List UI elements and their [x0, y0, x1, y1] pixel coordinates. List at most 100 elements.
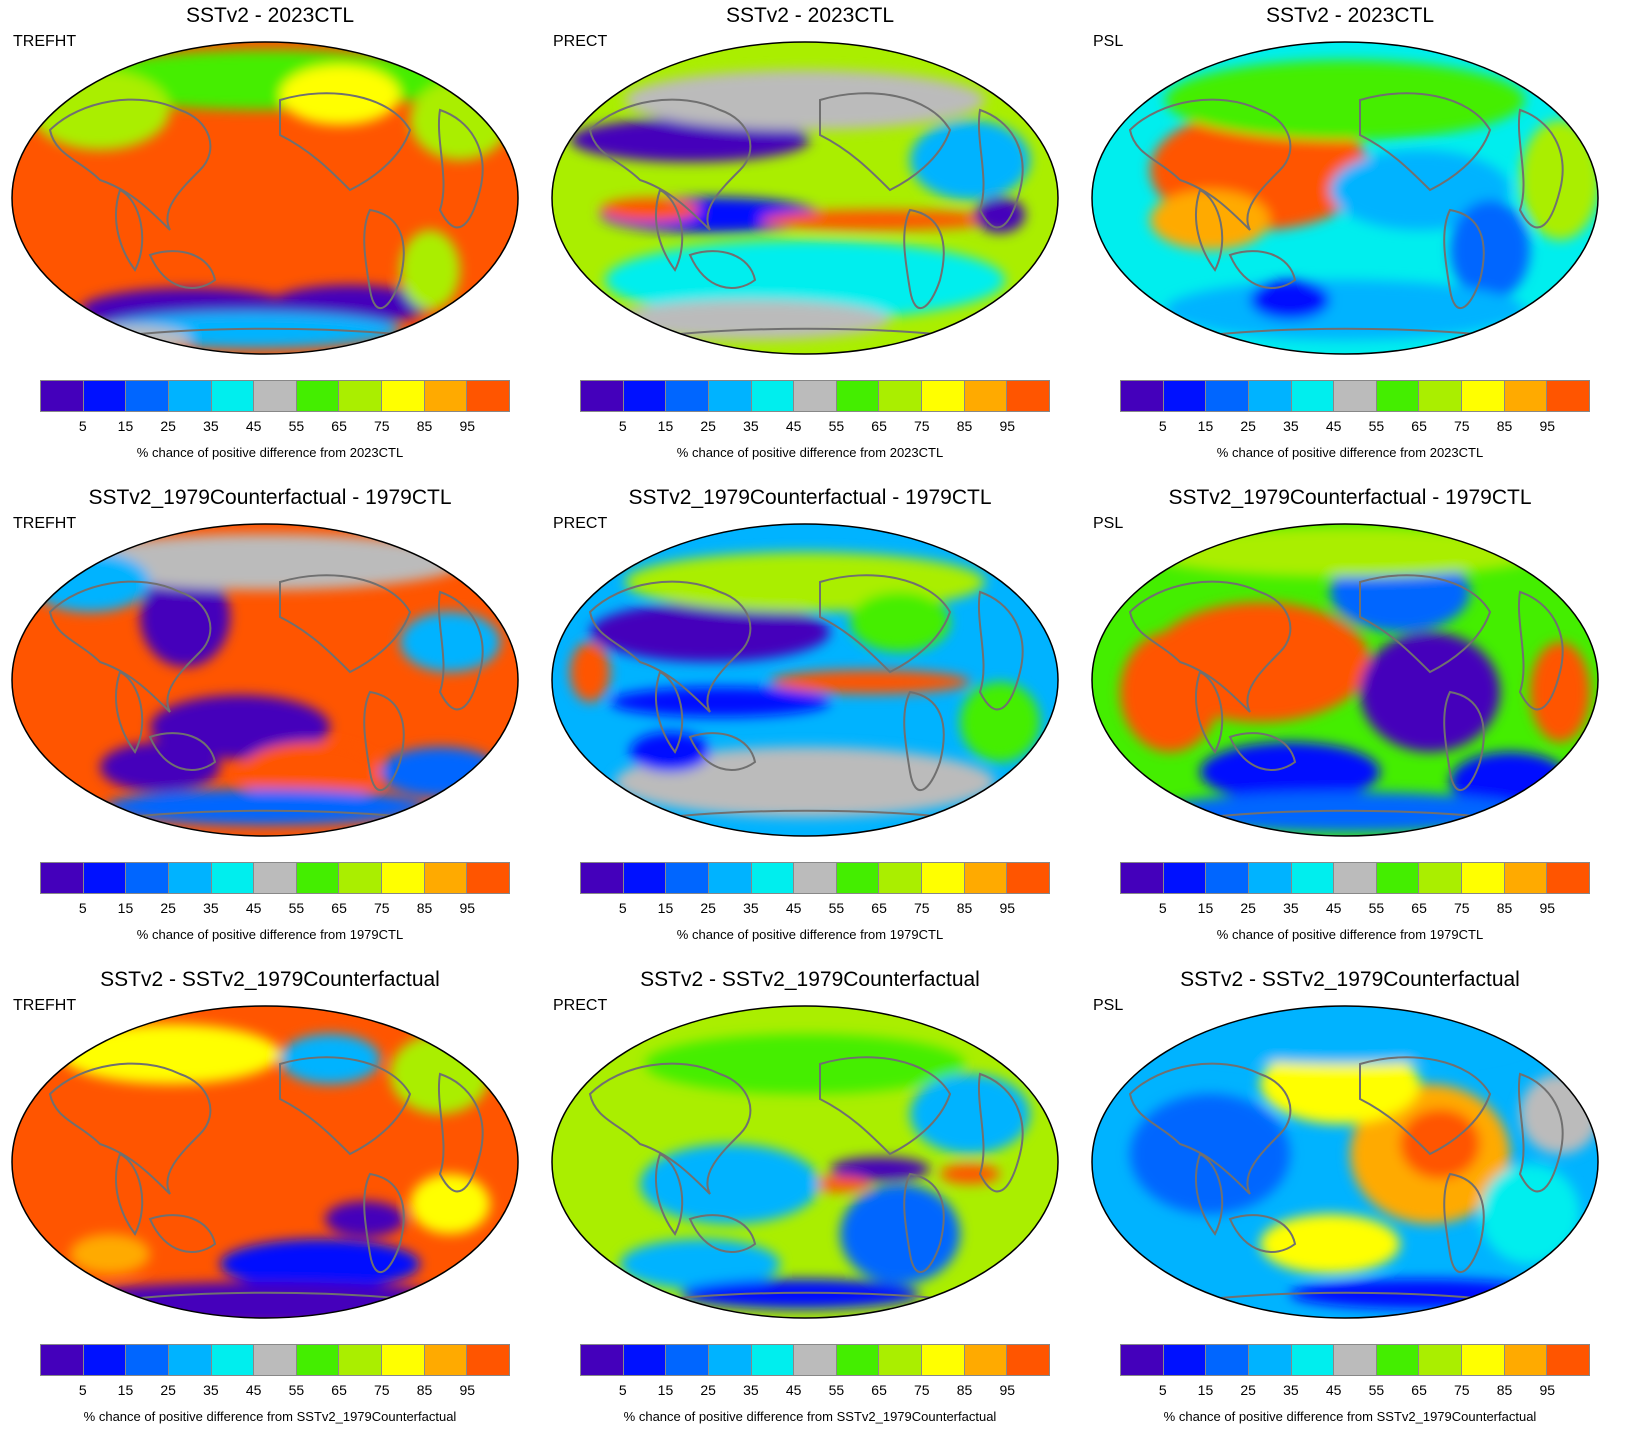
- colorbar-tick-label: 75: [1454, 418, 1470, 434]
- colorbar-bin: [836, 863, 880, 893]
- colorbar-tick-label: 75: [1454, 1382, 1470, 1398]
- colorbar-bin: [83, 1345, 127, 1375]
- colorbar-bin: [708, 863, 752, 893]
- colorbar-caption: % chance of positive difference from 197…: [136, 927, 404, 942]
- colorbar: [1120, 1344, 1590, 1376]
- variable-label: PSL: [1093, 33, 1124, 50]
- world-map: [1091, 523, 1599, 837]
- colorbar-bin: [1547, 381, 1590, 411]
- variable-label: TREFHT: [13, 33, 77, 50]
- colorbar-tick-label: 55: [828, 900, 845, 916]
- colorbar: [40, 380, 510, 412]
- colorbar-tick-label: 85: [1496, 418, 1513, 434]
- colorbar-tick-label: 25: [700, 418, 716, 434]
- colorbar-bin: [666, 381, 709, 411]
- colorbar-tick-label: 65: [1411, 1382, 1427, 1398]
- world-map: [551, 41, 1059, 355]
- colorbar-tick-label: 15: [117, 900, 134, 916]
- colorbar-tick-label: 45: [245, 418, 262, 434]
- colorbar-tick-label: 85: [956, 418, 973, 434]
- colorbar-tick-label: 45: [785, 1382, 802, 1398]
- colorbar-bin: [623, 1345, 667, 1375]
- colorbar-bin: [211, 381, 255, 411]
- colorbar-bin: [41, 1345, 84, 1375]
- colorbar-bin: [1121, 381, 1164, 411]
- colorbar: [1120, 380, 1590, 412]
- colorbar-bin: [836, 381, 880, 411]
- colorbar-tick-label: 45: [245, 900, 262, 916]
- panel-title: SSTv2_1979Counterfactual - 1979CTL: [628, 486, 992, 509]
- colorbar-bin: [1163, 381, 1207, 411]
- map-panel: SSTv2 - SSTv2_1979Counterfactual PRECT 5 15…: [540, 964, 1080, 1434]
- variable-label: PSL: [1093, 515, 1124, 532]
- map-panel: SSTv2 - SSTv2_1979Counterfactual TREFHT 5 1…: [0, 964, 540, 1434]
- colorbar-tick-label: 25: [700, 900, 716, 916]
- colorbar-tick-label: 35: [203, 418, 219, 434]
- colorbar-caption: % chance of positive difference from 197…: [1216, 927, 1484, 942]
- map-panel: SSTv2 - 2023CTL PSL 5 15 25 35 45 55 65 75 85 95 % c…: [1080, 0, 1620, 470]
- colorbar-tick-label: 45: [1325, 418, 1342, 434]
- colorbar-caption: % chance of positive difference from SST…: [623, 1409, 997, 1424]
- colorbar: [580, 862, 1050, 894]
- colorbar-bin: [41, 863, 84, 893]
- colorbar-bin: [339, 381, 383, 411]
- world-map: [11, 41, 519, 355]
- colorbar-bin: [794, 863, 837, 893]
- colorbar-tick-label: 95: [459, 418, 476, 434]
- colorbar-bin: [296, 381, 340, 411]
- colorbar-bin: [254, 381, 297, 411]
- colorbar-tick-label: 85: [1496, 1382, 1513, 1398]
- colorbar-tick-label: 35: [203, 900, 219, 916]
- colorbar-tick-label: 35: [1283, 418, 1299, 434]
- colorbar-tick-label: 95: [999, 1382, 1016, 1398]
- colorbar-ticks: 5 15 25 35 45 55 65 75 85 95: [40, 418, 510, 436]
- colorbar-tick-label: 45: [1325, 900, 1342, 916]
- colorbar-bin: [126, 1345, 169, 1375]
- colorbar-tick-label: 25: [160, 1382, 176, 1398]
- colorbar-bin: [581, 1345, 624, 1375]
- colorbar-tick-label: 55: [1368, 900, 1385, 916]
- colorbar-tick-label: 5: [1158, 1382, 1167, 1398]
- colorbar-bin: [41, 381, 84, 411]
- colorbar-bin: [83, 381, 127, 411]
- world-map: [1091, 1005, 1599, 1319]
- colorbar-bin: [1291, 863, 1335, 893]
- colorbar-bin: [623, 381, 667, 411]
- colorbar-bin: [666, 863, 709, 893]
- colorbar-tick-label: 95: [1539, 1382, 1556, 1398]
- colorbar-bin: [1376, 381, 1420, 411]
- colorbar-bin: [254, 863, 297, 893]
- colorbar-caption: % chance of positive difference from SST…: [1163, 1409, 1537, 1424]
- colorbar-ticks: 5 15 25 35 45 55 65 75 85 95: [40, 1382, 510, 1400]
- colorbar-tick-label: 65: [871, 1382, 887, 1398]
- colorbar-tick-label: 15: [1197, 1382, 1214, 1398]
- colorbar-tick-label: 65: [1411, 900, 1427, 916]
- colorbar-tick-label: 35: [203, 1382, 219, 1398]
- colorbar-tick-label: 15: [1197, 900, 1214, 916]
- colorbar-tick-label: 55: [1368, 1382, 1385, 1398]
- colorbar-bin: [83, 863, 127, 893]
- colorbar-caption: % chance of positive difference from 197…: [676, 927, 944, 942]
- panel-title: SSTv2_1979Counterfactual - 1979CTL: [1168, 486, 1532, 509]
- panel-title: SSTv2 - SSTv2_1979Counterfactual: [640, 968, 980, 991]
- colorbar-bin: [211, 1345, 255, 1375]
- colorbar-bin: [751, 863, 795, 893]
- colorbar: [40, 862, 510, 894]
- colorbar-bin: [467, 381, 510, 411]
- colorbar-tick-label: 65: [871, 418, 887, 434]
- colorbar-bin: [1462, 1345, 1505, 1375]
- colorbar-tick-label: 85: [1496, 900, 1513, 916]
- colorbar-ticks: 5 15 25 35 45 55 65 75 85 95: [1120, 900, 1590, 918]
- colorbar-bin: [467, 863, 510, 893]
- colorbar-tick-label: 55: [288, 900, 305, 916]
- map-panel: SSTv2 - 2023CTL TREFHT 5 15 25 35 45 55 65 75 85 95…: [0, 0, 540, 470]
- colorbar-bin: [168, 863, 212, 893]
- colorbar-tick-label: 25: [1240, 418, 1256, 434]
- colorbar-tick-label: 85: [956, 900, 973, 916]
- colorbar-tick-label: 95: [459, 1382, 476, 1398]
- colorbar-tick-label: 75: [374, 1382, 390, 1398]
- colorbar-tick-label: 5: [618, 900, 627, 916]
- colorbar-bin: [424, 863, 468, 893]
- colorbar-bin: [1007, 863, 1050, 893]
- colorbar-ticks: 5 15 25 35 45 55 65 75 85 95: [1120, 1382, 1590, 1400]
